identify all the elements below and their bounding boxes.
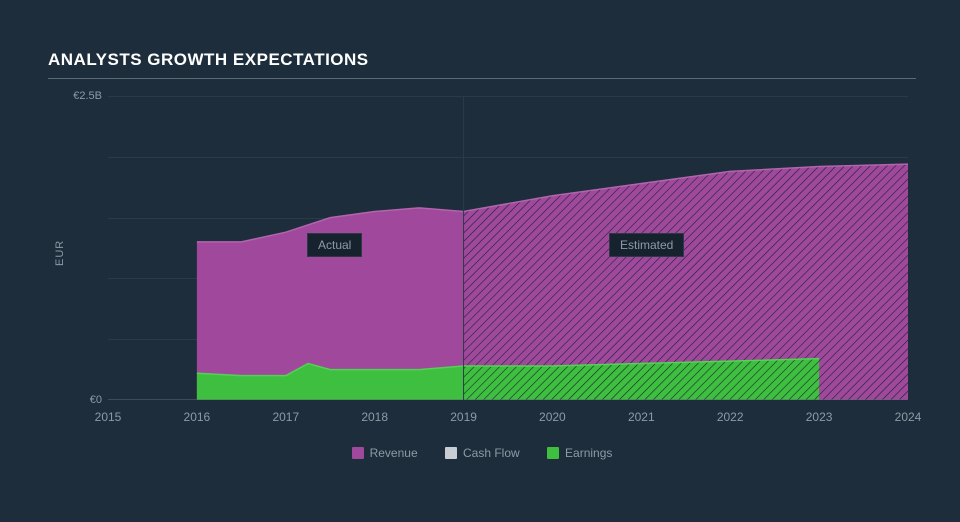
y-tick-top: €2.5B [54,90,102,102]
region-label-actual: Actual [307,233,362,257]
region-label-estimated: Estimated [609,233,684,257]
x-tick: 2015 [88,410,128,424]
legend-item-earnings: Earnings [547,446,612,460]
legend-label: Earnings [565,446,612,460]
title-underline [48,78,916,79]
plot-area: Actual Estimated [108,96,908,400]
legend-item-cashflow: Cash Flow [445,446,520,460]
legend-swatch-cashflow [445,447,457,459]
x-tick: 2017 [266,410,306,424]
x-tick: 2016 [177,410,217,424]
x-tick: 2022 [710,410,750,424]
x-tick: 2018 [355,410,395,424]
legend: Revenue Cash Flow Earnings [48,446,916,462]
legend-item-revenue: Revenue [352,446,418,460]
legend-label: Revenue [370,446,418,460]
x-tick: 2024 [888,410,928,424]
x-tick: 2020 [532,410,572,424]
legend-swatch-earnings [547,447,559,459]
y-tick-bottom: €0 [54,394,102,406]
x-tick: 2023 [799,410,839,424]
legend-label: Cash Flow [463,446,520,460]
y-axis-label: EUR [54,240,66,266]
x-tick: 2019 [444,410,484,424]
legend-swatch-revenue [352,447,364,459]
x-tick: 2021 [621,410,661,424]
chart-container: EUR €2.5B €0 [48,86,916,486]
area-chart-svg [108,96,908,400]
chart-title: ANALYSTS GROWTH EXPECTATIONS [48,50,369,70]
